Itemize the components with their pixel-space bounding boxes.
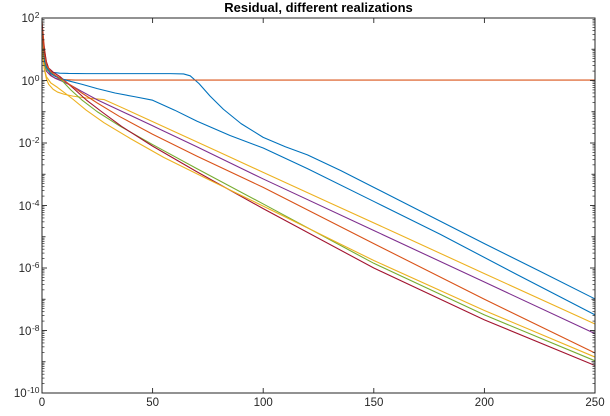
y-tick-label: 100 (21, 72, 40, 88)
series-line-realization-1 (41, 29, 596, 300)
y-tick-label: 10-4 (18, 197, 40, 213)
chart-title: Residual, different realizations (224, 0, 413, 15)
x-tick-label: 50 (146, 397, 159, 409)
y-tick-label: 10-6 (18, 260, 40, 275)
series-line-realization-8 (41, 26, 596, 354)
series-line-realization-3 (41, 39, 596, 325)
y-tick-label: 10-10 (13, 385, 40, 400)
axis-box (41, 17, 596, 394)
series-line-realization-6 (41, 22, 596, 367)
y-tick-label: 10-2 (18, 135, 40, 150)
x-tick-label: 250 (585, 397, 605, 409)
series-line-realization-7 (41, 33, 596, 316)
series-line-realization-9 (41, 42, 596, 358)
series-line-realization-2 (41, 20, 596, 81)
y-tick-label: 102 (21, 10, 40, 25)
x-tick-label: 100 (253, 397, 273, 409)
y-tick-label: 10-8 (18, 322, 40, 338)
x-tick-label: 200 (474, 397, 494, 409)
x-tick-label: 150 (364, 397, 384, 409)
x-tick-label: 0 (38, 397, 46, 409)
